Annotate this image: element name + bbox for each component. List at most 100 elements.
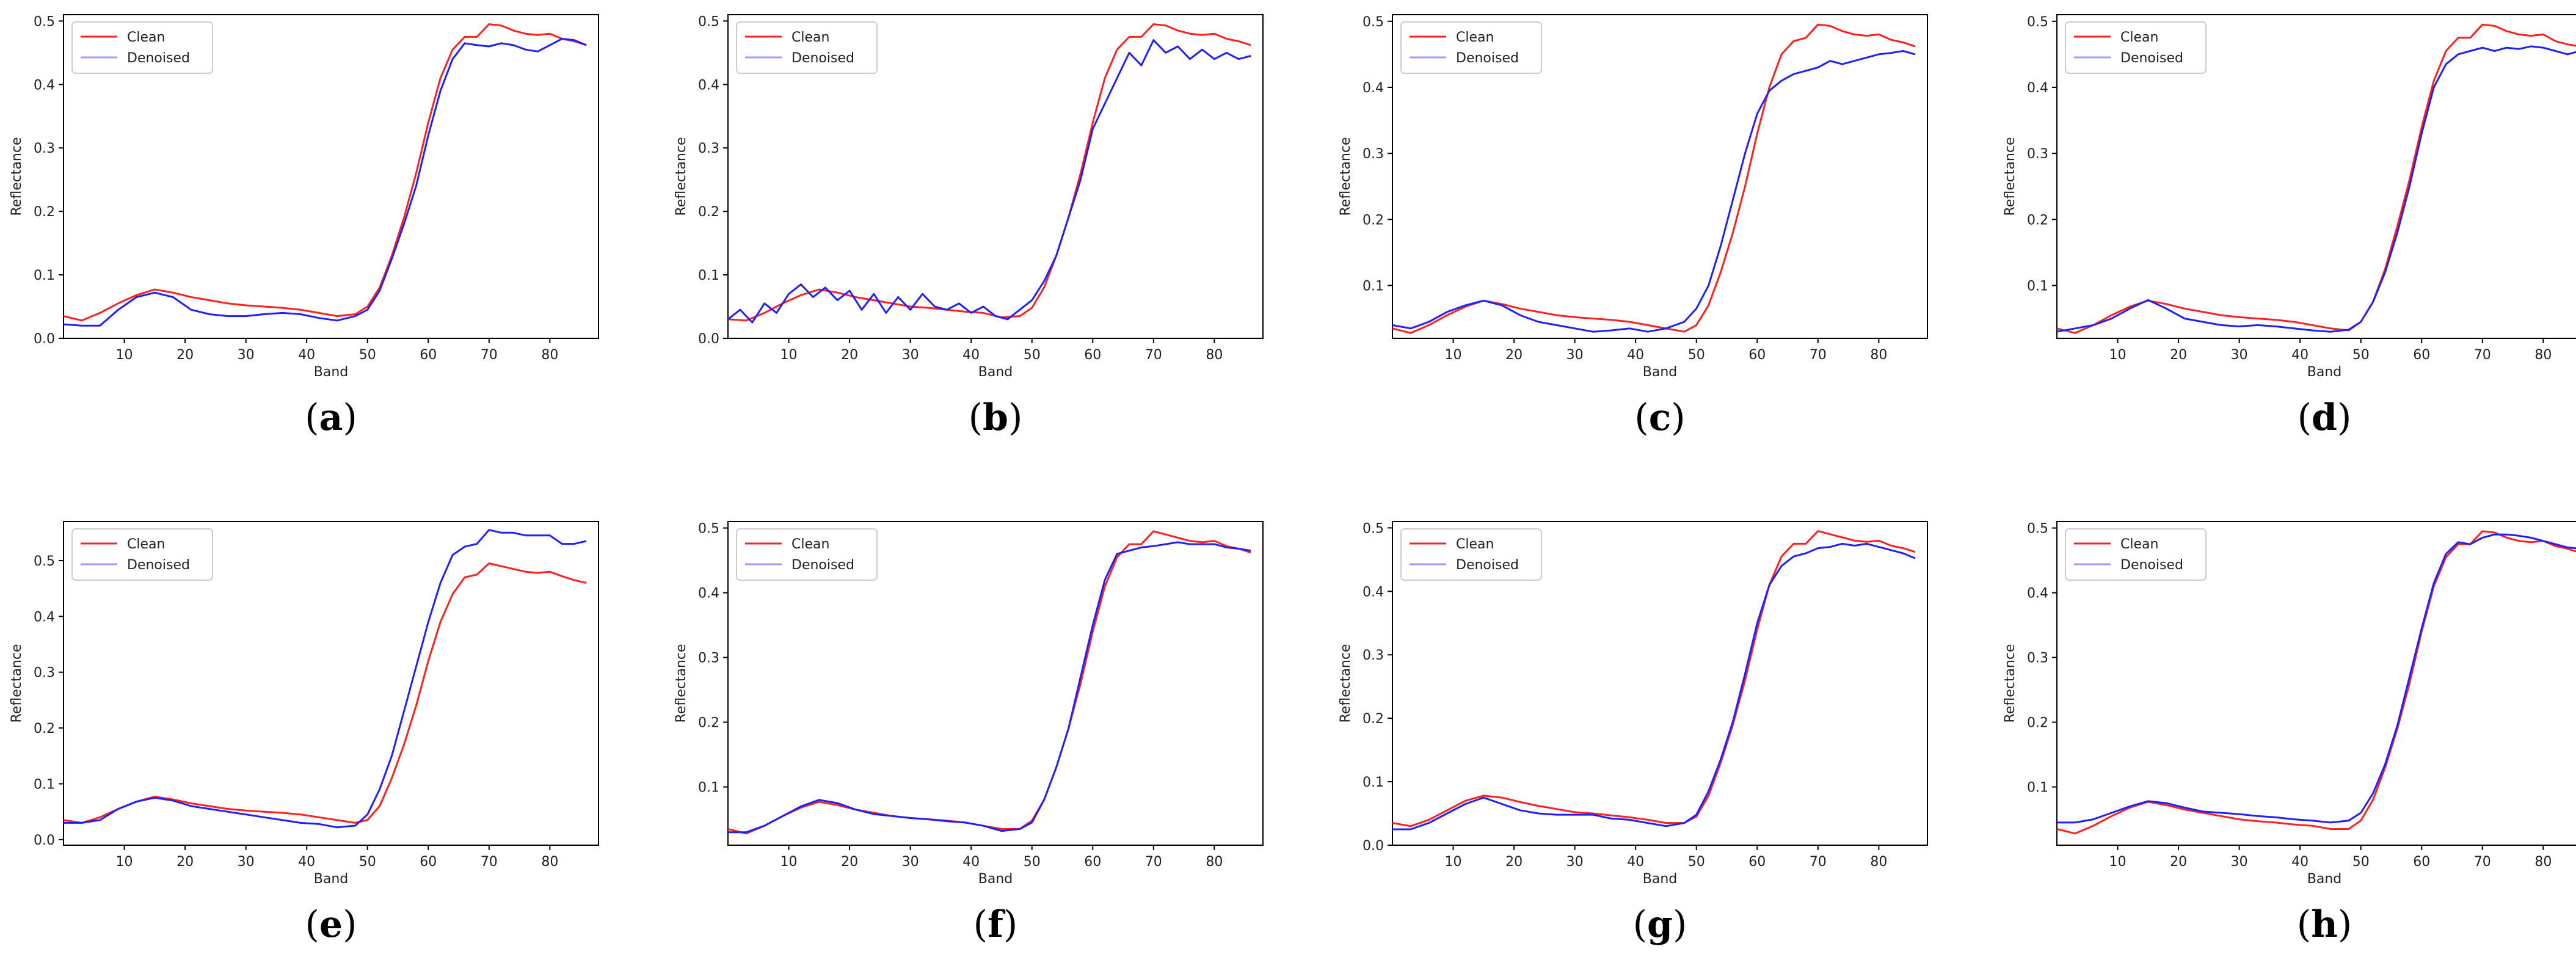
x-tick-label: 30 bbox=[1566, 347, 1584, 363]
series-line-clean bbox=[63, 562, 587, 824]
panel-caption: (g) bbox=[1633, 903, 1687, 946]
legend-label-denoised: Denoised bbox=[791, 51, 854, 66]
y-tick-label: 0.5 bbox=[34, 14, 55, 29]
y-tick-label: 0.2 bbox=[1363, 213, 1384, 228]
legend-box bbox=[1400, 21, 1542, 74]
y-tick-label: 0.1 bbox=[34, 268, 55, 283]
x-axis-label: Band bbox=[314, 871, 348, 887]
series-line-denoised bbox=[1392, 50, 1916, 333]
legend-label-clean: Clean bbox=[127, 537, 165, 552]
y-axis-label: Reflectance bbox=[674, 644, 689, 722]
panel-b: 10 20 30 40 50 60 70 80 0.0 0.1 0.2 0.3 0.4 0.5 Band Re… bbox=[674, 14, 1264, 439]
caption-open: ( bbox=[1634, 396, 1648, 439]
y-tick-label: 0.5 bbox=[698, 522, 719, 537]
series-line-denoised bbox=[728, 541, 1251, 834]
series-line-clean bbox=[727, 23, 1251, 322]
caption-close: ) bbox=[2337, 396, 2351, 439]
series-line-denoised bbox=[63, 38, 587, 327]
y-tick-label: 0.2 bbox=[698, 205, 719, 220]
panel-e: 10 20 30 40 50 60 70 80 0.0 0.1 0.2 0.3 0.4 0.5 Band Re… bbox=[9, 521, 599, 946]
x-tick-label: 30 bbox=[238, 854, 255, 870]
panel-caption: (h) bbox=[2297, 903, 2352, 946]
y-tick-label: 0.1 bbox=[1363, 278, 1384, 294]
series-line-clean bbox=[63, 23, 587, 322]
x-tick-label: 20 bbox=[841, 347, 858, 363]
y-axis-label: Reflectance bbox=[2003, 644, 2018, 722]
y-axis-label: Reflectance bbox=[1338, 644, 1353, 722]
y-tick-label: 0.1 bbox=[2027, 278, 2048, 294]
x-tick-label: 60 bbox=[1084, 854, 1101, 870]
y-tick-label: 0.1 bbox=[2027, 780, 2048, 796]
x-axis-label: Band bbox=[2307, 365, 2341, 380]
legend-box bbox=[71, 21, 213, 74]
x-tick-label: 70 bbox=[2474, 854, 2491, 870]
legend-label-denoised: Denoised bbox=[127, 558, 190, 573]
y-tick-label: 0.5 bbox=[34, 554, 55, 569]
x-tick-label: 70 bbox=[1145, 347, 1162, 363]
y-tick-label: 0.1 bbox=[698, 780, 719, 796]
panel-h: 10 20 30 40 50 60 70 80 0.1 0.2 0.3 0.4 0.5 Band Refle… bbox=[2003, 521, 2576, 946]
y-tick-label: 0.5 bbox=[2027, 15, 2048, 30]
x-axis-label: Band bbox=[2307, 871, 2341, 887]
x-tick-label: 20 bbox=[1505, 854, 1523, 870]
panel-caption: (d) bbox=[2298, 396, 2352, 439]
x-tick-label: 50 bbox=[359, 347, 376, 363]
x-tick-label: 70 bbox=[2474, 347, 2491, 363]
legend-label-denoised: Denoised bbox=[2120, 558, 2183, 573]
caption-letter: h bbox=[2311, 903, 2338, 946]
y-axis-label: Reflectance bbox=[1338, 137, 1353, 216]
caption-open: ( bbox=[2297, 903, 2311, 946]
caption-close: ) bbox=[1673, 903, 1687, 946]
legend: Clean Denoised bbox=[2065, 528, 2207, 581]
x-tick-label: 80 bbox=[1206, 347, 1223, 363]
caption-close: ) bbox=[343, 396, 357, 439]
caption-letter: c bbox=[1649, 396, 1672, 439]
y-axis-label: Reflectance bbox=[2003, 137, 2018, 216]
x-tick-label: 50 bbox=[1688, 347, 1705, 363]
x-tick-label: 80 bbox=[1870, 854, 1887, 870]
y-tick-label: 0.2 bbox=[34, 205, 55, 220]
panel-caption: (f) bbox=[973, 903, 1018, 946]
x-tick-label: 30 bbox=[1566, 854, 1584, 870]
caption-open: ( bbox=[973, 903, 988, 946]
y-tick-label: 0.0 bbox=[1363, 838, 1384, 854]
x-axis-label: Band bbox=[1643, 871, 1677, 887]
y-tick-label: 0.3 bbox=[698, 141, 719, 156]
x-tick-label: 80 bbox=[541, 854, 558, 870]
x-tick-label: 20 bbox=[1505, 347, 1523, 363]
caption-close: ) bbox=[1003, 903, 1017, 946]
caption-close: ) bbox=[1671, 396, 1685, 439]
y-tick-label: 0.1 bbox=[698, 268, 719, 283]
x-tick-label: 10 bbox=[2109, 854, 2127, 870]
legend-label-clean: Clean bbox=[2120, 30, 2158, 45]
y-tick-label: 0.3 bbox=[2027, 651, 2048, 666]
legend-label-clean: Clean bbox=[791, 537, 829, 552]
x-tick-label: 30 bbox=[902, 854, 919, 870]
caption-letter: e bbox=[319, 903, 343, 946]
caption-close: ) bbox=[1008, 396, 1022, 439]
series-line-denoised bbox=[2057, 533, 2576, 824]
x-tick-label: 30 bbox=[2231, 347, 2248, 363]
y-tick-label: 0.4 bbox=[698, 586, 719, 602]
x-tick-label: 60 bbox=[420, 854, 437, 870]
legend-box bbox=[1400, 528, 1542, 581]
x-tick-label: 60 bbox=[1748, 347, 1766, 363]
y-tick-label: 0.0 bbox=[34, 332, 55, 347]
x-axis-label: Band bbox=[978, 871, 1013, 887]
y-tick-label: 0.4 bbox=[34, 609, 55, 625]
x-tick-label: 80 bbox=[2534, 854, 2552, 870]
y-tick-label: 0.4 bbox=[2027, 586, 2048, 602]
legend-box bbox=[736, 528, 878, 581]
panel-caption: (b) bbox=[969, 396, 1023, 439]
x-tick-label: 50 bbox=[1024, 347, 1041, 363]
legend: Clean Denoised bbox=[736, 528, 878, 581]
y-tick-label: 0.3 bbox=[1363, 648, 1384, 663]
legend: Clean Denoised bbox=[1400, 21, 1542, 74]
x-tick-label: 70 bbox=[1810, 854, 1827, 870]
x-tick-label: 40 bbox=[1627, 347, 1644, 363]
x-tick-label: 20 bbox=[2170, 854, 2187, 870]
series-line-denoised bbox=[2056, 45, 2576, 333]
panel-f: 10 20 30 40 50 60 70 80 0.1 0.2 0.3 0.4 0.5 Band Refle… bbox=[674, 521, 1264, 946]
y-tick-label: 0.4 bbox=[698, 78, 719, 93]
legend-label-clean: Clean bbox=[791, 30, 829, 45]
